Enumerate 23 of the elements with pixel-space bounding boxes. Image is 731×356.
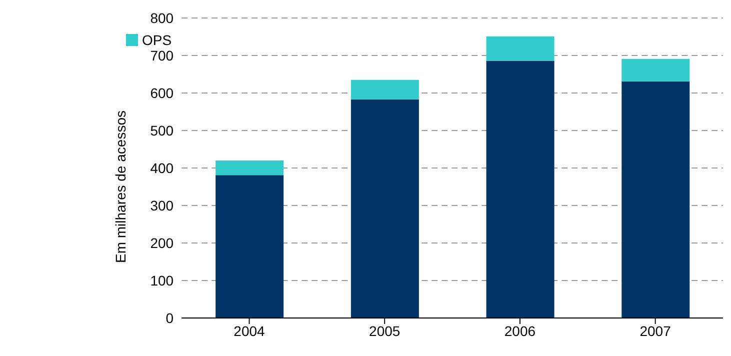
y-tick-label: 200 [150, 234, 174, 251]
legend-label: OPS [142, 32, 172, 48]
x-tick-label: 2004 [234, 322, 266, 339]
y-tick-label: 0 [166, 310, 174, 326]
bar [216, 175, 284, 318]
x-tick-label: 2006 [504, 322, 536, 339]
y-tick-label: 600 [150, 84, 174, 101]
bar [622, 81, 690, 318]
y-tick-label: 700 [150, 47, 174, 64]
x-tick-label: 2005 [369, 322, 400, 339]
y-tick-label: 300 [150, 197, 174, 214]
y-tick-label: 400 [150, 160, 174, 176]
y-tick-label: 800 [150, 10, 174, 26]
bar [622, 58, 690, 82]
bar [350, 99, 419, 318]
y-tick-label: 500 [150, 122, 174, 138]
bar [216, 160, 284, 176]
x-tick-label: 2007 [640, 322, 672, 339]
bar [486, 36, 554, 61]
y-tick-label: 100 [150, 272, 174, 288]
y-axis-title: Em milhares de acessos [112, 110, 129, 263]
bar [486, 60, 554, 318]
bar [350, 80, 419, 100]
